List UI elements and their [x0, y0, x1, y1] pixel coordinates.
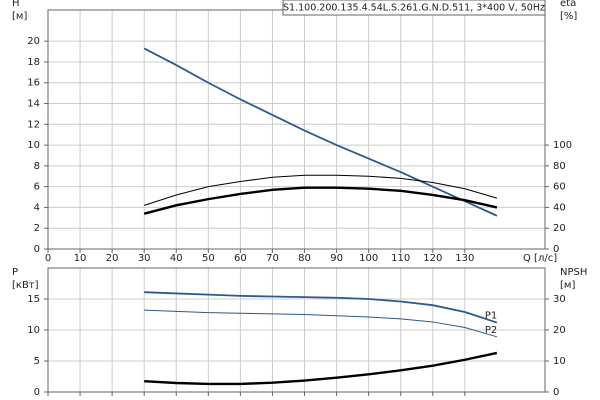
y-axis-label: P: [12, 267, 18, 278]
y-tick-label: 10: [27, 325, 40, 336]
x-tick-label: 100: [359, 253, 378, 264]
y2-axis-label: eta: [560, 0, 576, 9]
x-tick-label: 90: [330, 253, 343, 264]
y2-tick-label: 30: [553, 294, 566, 305]
x-tick-label: 40: [170, 253, 183, 264]
y-tick-label: 20: [27, 36, 40, 47]
x-tick-label: 0: [45, 253, 51, 264]
y2-tick-label: 0: [553, 387, 559, 398]
x-axis-label: Q [л/с]: [523, 253, 557, 264]
y2-tick-label: 20: [553, 223, 566, 234]
y2-tick-label: 20: [553, 325, 566, 336]
y-tick-label: 10: [27, 140, 40, 151]
x-tick-label: 20: [106, 253, 119, 264]
y2-tick-label: 100: [553, 140, 572, 151]
curve-label: P2: [485, 325, 497, 336]
y-tick-label: 12: [27, 119, 40, 130]
y2-tick-label: 10: [553, 356, 566, 367]
chart-title: S1.100.200.135.4.54L.S.261.G.N.D.511, 3*…: [283, 3, 545, 14]
curve: [144, 291, 498, 324]
y2-axis-unit: [м]: [560, 280, 575, 291]
curve: [143, 186, 498, 215]
y-axis-unit: [м]: [12, 11, 27, 22]
y-tick-label: 5: [34, 356, 40, 367]
x-tick-label: 10: [74, 253, 87, 264]
y-tick-label: 18: [27, 57, 40, 68]
y-tick-label: 16: [27, 78, 40, 89]
y-tick-label: 2: [34, 223, 40, 234]
curve: [144, 309, 498, 338]
y-tick-label: 0: [34, 387, 40, 398]
y2-tick-label: 40: [553, 202, 566, 213]
y2-tick-label: 80: [553, 161, 566, 172]
title-box: [282, 0, 546, 16]
curve: [143, 47, 498, 217]
x-tick-label: 60: [234, 253, 247, 264]
y2-tick-label: 0: [553, 244, 559, 255]
y-tick-label: 4: [34, 202, 40, 213]
curve-label: P1: [485, 311, 497, 322]
x-tick-label: 120: [423, 253, 442, 264]
y-tick-label: 6: [34, 182, 40, 193]
y-tick-label: 15: [27, 294, 40, 305]
x-tick-label: 80: [298, 253, 311, 264]
x-tick-label: 30: [138, 253, 151, 264]
y-tick-label: 0: [34, 244, 40, 255]
curve: [144, 174, 498, 206]
y-axis-unit: [кВт]: [12, 280, 39, 291]
y2-tick-label: 60: [553, 182, 566, 193]
y-axis-label: H: [12, 0, 20, 9]
plot-frame: [47, 9, 546, 250]
x-tick-label: 110: [391, 253, 410, 264]
y-tick-label: 8: [34, 161, 40, 172]
y2-axis-label: NPSH: [560, 267, 587, 278]
x-tick-label: 70: [266, 253, 279, 264]
x-tick-label: 130: [455, 253, 474, 264]
y-tick-label: 14: [27, 99, 40, 110]
curve: [144, 351, 498, 386]
y2-axis-unit: [%]: [560, 11, 577, 22]
x-tick-label: 50: [202, 253, 215, 264]
